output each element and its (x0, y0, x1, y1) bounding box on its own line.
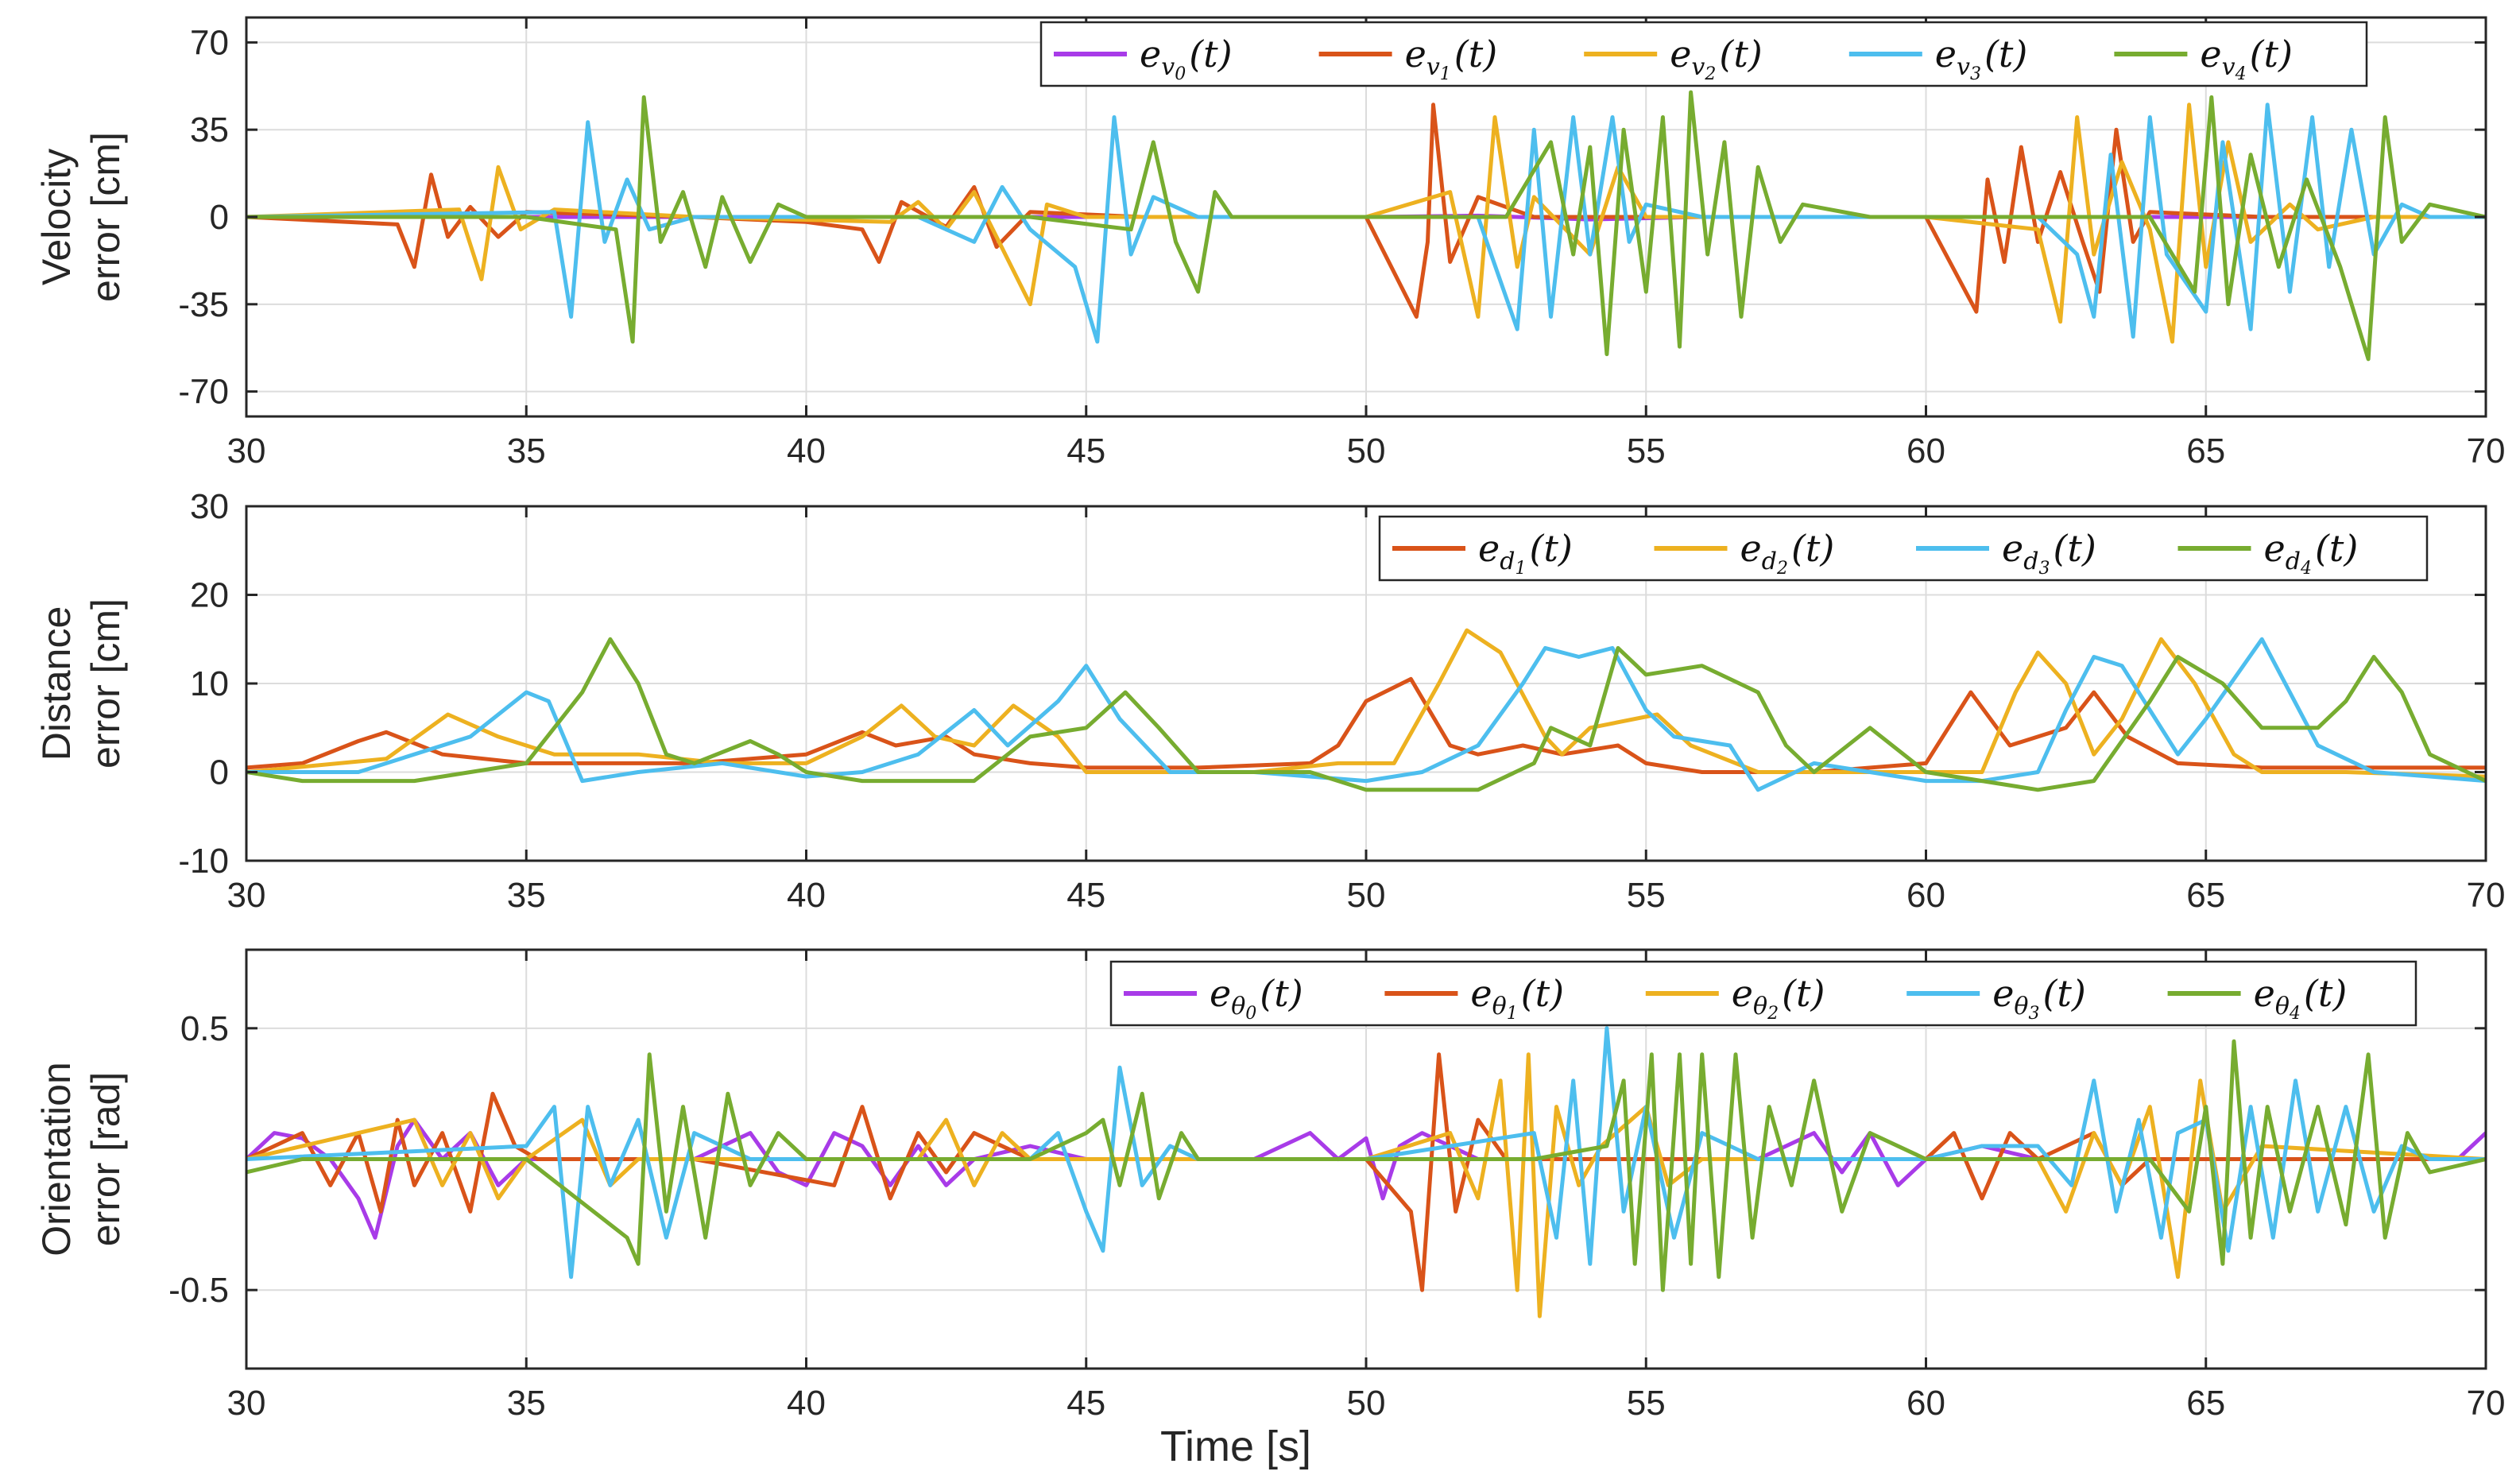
legend-entry: ed3(t) (2002, 527, 2096, 579)
legend: eθ0(t) eθ1(t) eθ2(t) eθ3(t) eθ4(t) (1109, 960, 2417, 1027)
panel-1: 30 35 40 45 50 55 60 65 70 -70 -35 0 35 70 Velocity err… (34, 16, 2506, 470)
series-line-d4 (246, 637, 2486, 792)
panel-2: 30 35 40 45 50 55 60 65 70 -10 0 10 20 30 Distance erro… (34, 487, 2505, 915)
x-tick-label: 35 (507, 432, 546, 470)
legend-entry: ed4(t) (2264, 527, 2359, 579)
y-axis-label: error [cm] (83, 132, 128, 302)
series-line-d2 (246, 628, 2486, 779)
y-tick-label: -0.5 (168, 1271, 229, 1310)
x-axis-label: Time [s] (1160, 1423, 1311, 1470)
legend: ev0(t) ev1(t) ev2(t) ev3(t) ev4(t) (1039, 21, 2368, 87)
x-tick-label: 45 (1066, 876, 1105, 915)
legend-entry: ev4(t) (2200, 33, 2293, 84)
x-tick-label: 55 (1627, 432, 1666, 470)
legend-box (1378, 515, 2429, 582)
x-tick-label: 30 (227, 876, 266, 915)
legend-box (1109, 960, 2417, 1027)
legend-entry: ed2(t) (1740, 527, 1835, 579)
y-tick-label: 70 (190, 23, 229, 62)
legend-entry: eθ4(t) (2254, 972, 2348, 1024)
x-tick-label: 60 (1906, 1384, 1945, 1423)
x-tick-label: 65 (2186, 1384, 2225, 1423)
x-tick-label: 45 (1066, 1384, 1105, 1423)
legend-entry: eθ0(t) (1210, 972, 1303, 1024)
series-group (246, 90, 2486, 362)
x-tick-label: 65 (2186, 876, 2225, 915)
x-tick-label: 70 (2467, 432, 2506, 470)
legend-entry: ev0(t) (1140, 33, 1233, 84)
x-tick-label: 60 (1906, 876, 1945, 915)
y-tick-label: 35 (190, 110, 229, 149)
x-tick-label: 30 (227, 1384, 266, 1423)
legend-entry: ev3(t) (1935, 33, 2028, 84)
legend-entry: ev1(t) (1405, 33, 1498, 84)
y-tick-label: -70 (178, 373, 229, 412)
legend-entry: eθ3(t) (1992, 972, 2086, 1024)
y-tick-label: 0.5 (180, 1009, 229, 1048)
x-tick-label: 55 (1627, 876, 1666, 915)
x-tick-label: 50 (1347, 432, 1386, 470)
x-tick-label: 60 (1906, 432, 1945, 470)
x-tick-label: 35 (507, 1384, 546, 1423)
x-tick-label: 40 (787, 876, 826, 915)
y-tick-label: 20 (190, 576, 229, 615)
legend-entry: eθ1(t) (1470, 972, 1564, 1024)
series-group (246, 1026, 2486, 1318)
y-axis-label: Distance (34, 606, 79, 761)
y-tick-label: -10 (178, 842, 229, 881)
legend-entry: ev2(t) (1670, 33, 1763, 84)
y-tick-label: -35 (178, 285, 229, 324)
series-line-θ4 (246, 1039, 2486, 1292)
series-line-d3 (246, 637, 2486, 792)
y-axis-label: error [cm] (83, 598, 128, 769)
y-tick-label: 10 (190, 664, 229, 703)
y-tick-label: 0 (210, 198, 229, 237)
x-tick-label: 40 (787, 1384, 826, 1423)
panel-3: 30 35 40 45 50 55 60 65 70 -0.5 0.5 Orientation erro… (34, 948, 2506, 1423)
x-tick-label: 40 (787, 432, 826, 470)
y-axis-label: Orientation (34, 1062, 79, 1256)
y-axis-label: Velocity (34, 149, 79, 285)
legend: ed1(t) ed2(t) ed3(t) ed4(t) (1378, 515, 2429, 582)
x-tick-label: 70 (2467, 1384, 2506, 1423)
legend-entry: eθ2(t) (1732, 972, 1825, 1024)
x-tick-label: 55 (1627, 1384, 1666, 1423)
series-line-v4 (246, 90, 2486, 362)
x-tick-label: 30 (227, 432, 266, 470)
series-line-θ1 (246, 1052, 2486, 1292)
x-tick-label: 50 (1347, 1384, 1386, 1423)
legend-entry: ed1(t) (1478, 527, 1573, 579)
x-tick-label: 70 (2467, 876, 2506, 915)
y-tick-label: 30 (190, 487, 229, 526)
x-tick-label: 50 (1347, 876, 1386, 915)
x-tick-label: 45 (1066, 432, 1105, 470)
series-line-θ3 (246, 1026, 2486, 1280)
y-tick-label: 0 (210, 753, 229, 792)
x-tick-label: 65 (2186, 432, 2225, 470)
series-line-θ0 (246, 1117, 2486, 1240)
series-group (246, 628, 2486, 792)
x-tick-label: 35 (507, 876, 546, 915)
y-axis-label: error [rad] (83, 1072, 128, 1247)
